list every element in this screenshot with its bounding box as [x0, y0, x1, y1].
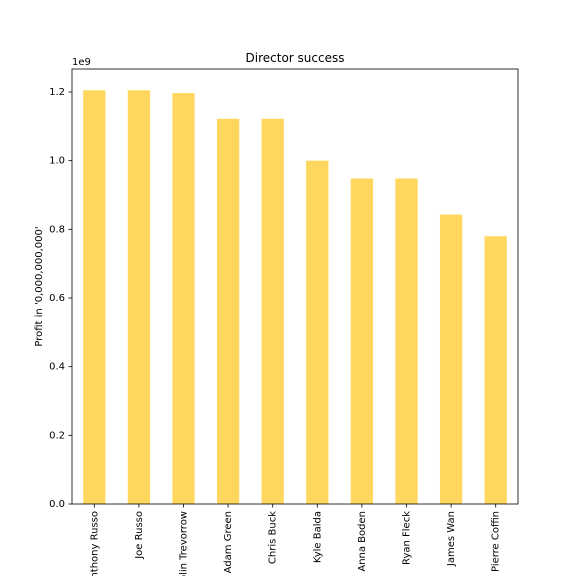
x-tick-label: Pierre Coffin [491, 511, 502, 572]
x-tick-label: Anna Boden [357, 511, 368, 572]
bar-pierre-coffin [484, 236, 507, 504]
y-tick-label: 1.0 [49, 156, 65, 167]
bar-adam-green [216, 118, 240, 504]
x-tick-label: Ryan Fleck [402, 511, 413, 565]
x-tick-label: Joe Russo [134, 511, 145, 560]
chart-title: Director success [246, 51, 345, 65]
x-tick-label: Kyle Balda [312, 511, 323, 563]
bar-anna-boden [350, 178, 374, 504]
bars-layer [83, 90, 507, 505]
plot-frame [71, 68, 519, 505]
bar-chris-buck [261, 118, 284, 504]
y-tick-label: 1.2 [49, 87, 65, 98]
x-tick-label: James Wan [446, 511, 457, 567]
y-tick-label: 0.2 [49, 430, 65, 441]
y-axis-offset-label: 1e9 [72, 57, 91, 68]
bar-ryan-fleck [395, 178, 418, 504]
x-tick-label: Adam Green [223, 511, 234, 573]
y-tick-label: 0.8 [49, 224, 65, 235]
bar-joe-russo [127, 90, 151, 505]
y-tick-label: 0.4 [49, 362, 65, 373]
y-axis-ticks: 0.0 0.2 0.4 0.6 0.8 1.0 1.2 [49, 87, 72, 510]
bar-anthony-russo [83, 90, 106, 505]
x-axis-ticks: Anthony Russo Joe Russo Colin Trevorrow Ada… [89, 504, 502, 576]
bar-james-wan [439, 214, 463, 505]
x-tick-label: Colin Trevorrow [179, 511, 190, 576]
y-tick-label: 0.6 [49, 293, 65, 304]
x-tick-label: Anthony Russo [89, 511, 100, 576]
x-tick-label: Chris Buck [268, 511, 279, 564]
bar-kyle-balda [306, 160, 329, 504]
y-axis-label: Profit in '0,000,000,000' [34, 226, 45, 346]
bar-colin-trevorrow [172, 93, 195, 505]
y-tick-label: 0.0 [49, 499, 65, 510]
